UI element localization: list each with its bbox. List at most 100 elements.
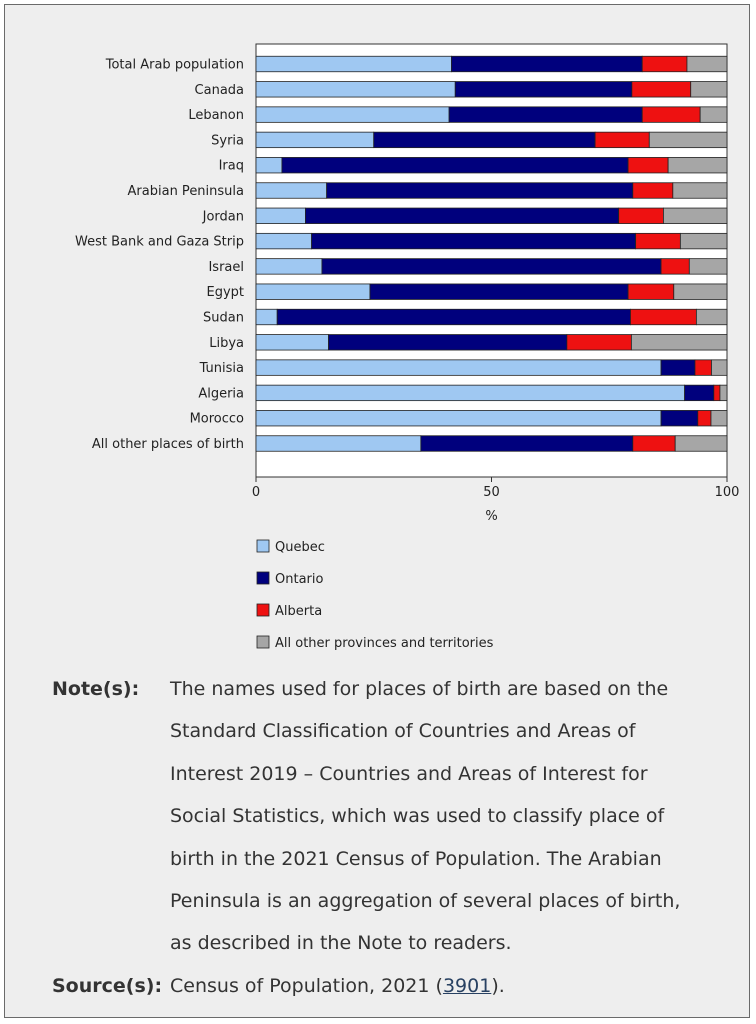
category-label: Canada — [195, 83, 244, 98]
bar-segment — [713, 384, 721, 402]
bar-segment — [699, 106, 728, 123]
bar-segment — [719, 384, 728, 402]
bar-segment — [255, 384, 686, 402]
note-label: Note(s): — [52, 678, 140, 700]
bar-segment — [627, 283, 675, 300]
bar-segment — [660, 410, 699, 427]
bar-segment — [672, 182, 728, 199]
bar-segment — [255, 182, 328, 199]
category-label: Tunisia — [199, 361, 244, 376]
x-tick-label: 50 — [483, 485, 500, 500]
bar-segment — [695, 308, 728, 326]
bar-segment — [276, 308, 631, 326]
bar-segment — [630, 334, 728, 351]
notes-section: Note(s): The names used for places of bi… — [52, 668, 732, 1007]
bar-segment — [635, 232, 681, 250]
source-text: Census of Population, 2021 (3901). — [170, 965, 690, 1007]
bar-segment — [632, 435, 676, 452]
bar-segment — [454, 81, 633, 98]
x-tick-label: 0 — [252, 485, 260, 500]
bar-segment — [667, 157, 728, 174]
bar-segment — [684, 384, 715, 402]
bar-segment — [648, 131, 728, 149]
bar-segment — [688, 258, 728, 275]
bar-segment — [326, 182, 634, 199]
bar-segment — [305, 207, 620, 224]
category-label: West Bank and Gaza Strip — [75, 235, 244, 250]
legend-label: Ontario — [275, 572, 323, 587]
note-text: The names used for places of birth are b… — [170, 678, 681, 955]
bar-segment — [594, 131, 650, 149]
bar-segment — [627, 157, 669, 174]
category-label: All other places of birth — [92, 437, 244, 452]
bar-segment — [255, 157, 283, 174]
category-label: Sudan — [203, 311, 244, 326]
category-label: Israel — [208, 260, 244, 275]
source-prefix: Census of Population, 2021 ( — [170, 974, 443, 997]
bar-segment — [373, 131, 596, 149]
bar-segment — [255, 55, 452, 73]
bar-segment — [255, 435, 422, 452]
bar-segment — [255, 106, 450, 123]
bar-segment — [311, 232, 637, 250]
bar-segment — [255, 81, 456, 98]
bar-segment — [630, 308, 697, 326]
bar-segment — [566, 334, 632, 351]
bar-segment — [679, 232, 728, 250]
bar-segment — [694, 359, 712, 376]
bar-segment — [255, 359, 662, 376]
x-tick-label: 100 — [715, 485, 740, 500]
legend-label: All other provinces and territories — [275, 636, 494, 651]
bar-segment — [255, 232, 312, 250]
bar-segment — [255, 308, 278, 326]
bar-segment — [255, 258, 323, 275]
bar-segment — [420, 435, 634, 452]
legend-swatch — [256, 571, 270, 585]
bar-segment — [448, 106, 643, 123]
bar-segment — [673, 283, 728, 300]
bar-segment — [328, 334, 568, 351]
source-link[interactable]: 3901 — [442, 974, 492, 997]
legend-swatch — [256, 539, 270, 553]
category-label: Total Arab population — [105, 58, 244, 73]
bar-segment — [686, 55, 728, 73]
bar-segment — [632, 182, 674, 199]
bar-segment — [255, 131, 375, 149]
bar-segment — [711, 359, 728, 376]
bar-segment — [660, 258, 690, 275]
bar-segment — [281, 157, 629, 174]
bar-segment — [690, 81, 728, 98]
x-axis-label: % — [485, 509, 497, 524]
bar-segment — [369, 283, 629, 300]
bar-segment — [255, 410, 662, 427]
category-label: Morocco — [190, 412, 244, 427]
note-row: Note(s): The names used for places of bi… — [52, 668, 732, 965]
source-row: Source(s): Census of Population, 2021 (3… — [52, 965, 732, 1007]
legend-label: Alberta — [275, 604, 322, 619]
bar-segment — [641, 106, 701, 123]
bar-segment — [255, 283, 371, 300]
bar-segment — [710, 410, 728, 427]
stacked-bar-chart: Total Arab population Canada Lebanon Syria I… — [75, 43, 740, 651]
category-label: Jordan — [202, 209, 244, 224]
legend-swatch — [256, 603, 270, 617]
legend-label: Quebec — [275, 540, 325, 555]
category-label: Iraq — [219, 159, 244, 174]
category-label: Libya — [209, 336, 244, 351]
category-label: Egypt — [206, 285, 244, 300]
source-suffix: ). — [491, 974, 505, 997]
bar-segment — [641, 55, 688, 73]
legend-swatch — [256, 635, 270, 649]
category-label: Arabian Peninsula — [128, 184, 244, 199]
bar-segment — [663, 207, 728, 224]
bar-segment — [618, 207, 664, 224]
category-label: Syria — [211, 133, 244, 148]
bar-segment — [451, 55, 643, 73]
bar-segment — [321, 258, 662, 275]
bar-segment — [255, 334, 329, 351]
bar-segment — [631, 81, 692, 98]
bar-segment — [255, 207, 306, 224]
bar-segment — [674, 435, 728, 452]
bar-segment — [660, 359, 696, 376]
bar-segment — [697, 410, 712, 427]
